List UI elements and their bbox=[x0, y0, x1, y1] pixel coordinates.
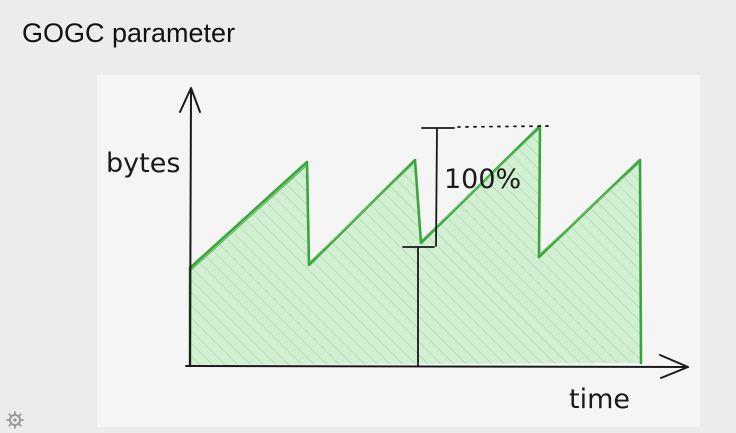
growth-bracket bbox=[435, 128, 438, 247]
heap-area bbox=[190, 126, 641, 365]
x-axis-label: time bbox=[569, 384, 630, 415]
y-axis-label: bytes bbox=[106, 148, 180, 179]
x-axis bbox=[185, 365, 689, 368]
y-axis bbox=[189, 89, 192, 367]
slide-title: GOGC parameter bbox=[22, 18, 236, 48]
y-axis-arrowhead bbox=[179, 87, 201, 113]
x-axis-arrowhead bbox=[659, 354, 689, 379]
gear-icon bbox=[6, 411, 24, 429]
growth-label: 100% bbox=[444, 164, 521, 195]
goal-dotted-line bbox=[457, 125, 553, 128]
heap-sawtooth-second-stroke bbox=[190, 129, 640, 271]
